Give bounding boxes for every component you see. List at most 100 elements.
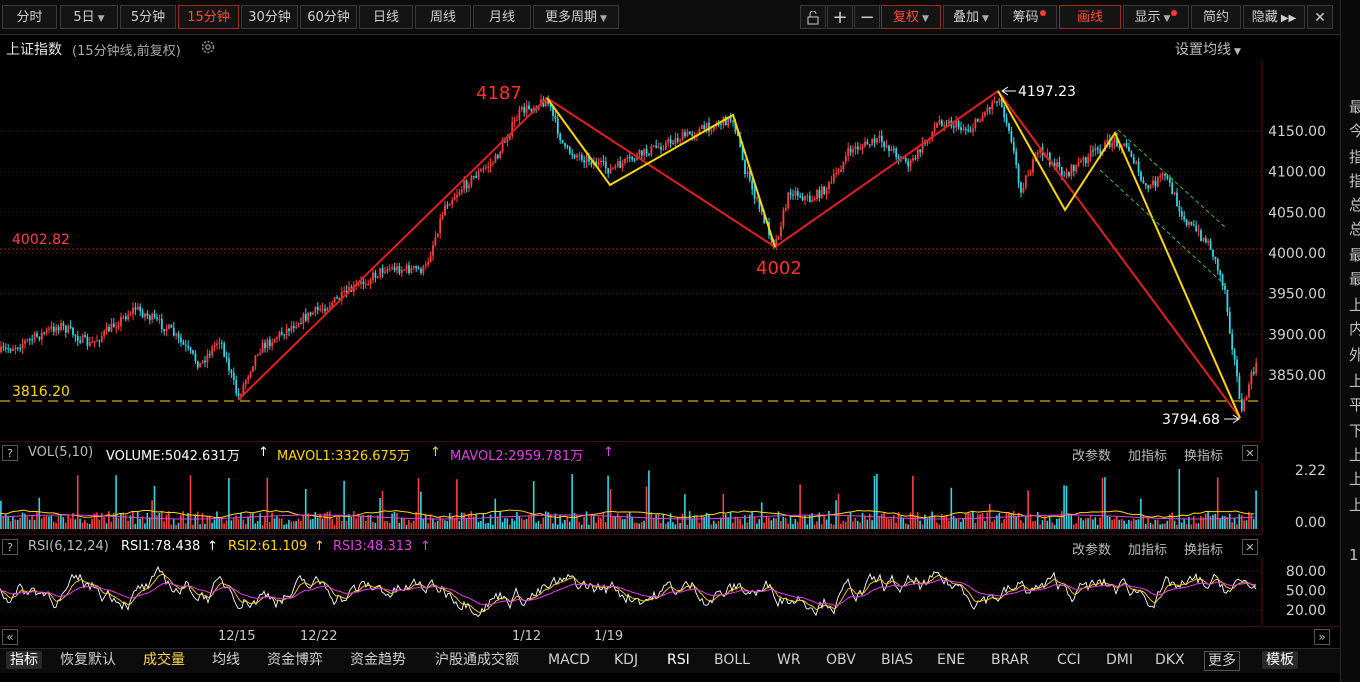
indicator-tab[interactable]: CCI xyxy=(1057,652,1081,668)
chouma-button[interactable]: 筹码 xyxy=(1001,5,1057,29)
indicator-tab[interactable]: WR xyxy=(777,652,801,668)
volume-bar xyxy=(220,517,223,529)
period-tab[interactable]: 60分钟 xyxy=(300,5,357,29)
volume-bar xyxy=(506,518,509,529)
period-tab[interactable]: 5日 ▼ xyxy=(60,5,118,29)
rsi3-value: RSI3:48.313 xyxy=(333,539,413,554)
volume-bar xyxy=(292,521,295,529)
set-ma-label: 设置均线 xyxy=(1175,42,1231,58)
zoom-in-button[interactable]: + xyxy=(827,5,853,29)
candle-body xyxy=(1116,137,1118,147)
volume-bar xyxy=(38,497,41,529)
candle-body xyxy=(26,339,29,341)
indicator-tab[interactable]: 均线 xyxy=(212,652,240,668)
switch-indicator-button[interactable]: 换指标 xyxy=(1184,543,1224,558)
volume-bar xyxy=(40,518,43,529)
period-tab-label: 更多周期 xyxy=(545,10,598,25)
volume-bar xyxy=(276,516,278,529)
jianyue-button[interactable]: 简约 xyxy=(1191,5,1241,29)
volume-bar xyxy=(60,513,62,529)
scroll-right-icon[interactable]: » xyxy=(1314,629,1330,645)
volume-bar xyxy=(868,513,871,529)
indicator-tab[interactable]: 资金博弈 xyxy=(267,652,323,668)
candle-body xyxy=(552,107,554,117)
period-tab[interactable]: 5分钟 xyxy=(120,5,176,29)
volume-bar xyxy=(1252,519,1255,529)
channel-line xyxy=(1099,169,1227,287)
volume-bar xyxy=(496,516,499,529)
indicator-tab[interactable]: DMI xyxy=(1106,652,1133,668)
candle-body xyxy=(1089,150,1092,158)
indicator-tab[interactable]: BIAS xyxy=(881,652,914,668)
indicator-tab[interactable]: 模板 xyxy=(1262,651,1298,669)
indicator-tab[interactable]: BRAR xyxy=(991,652,1030,668)
volume-bar xyxy=(372,522,374,529)
change-params-button[interactable]: 改参数 xyxy=(1072,449,1112,464)
set-ma-button[interactable]: 设置均线 ▼ xyxy=(1175,39,1241,59)
volume-bar xyxy=(861,512,864,529)
volume-bar xyxy=(1183,519,1185,529)
volume-bar xyxy=(103,516,105,529)
indicator-tab[interactable]: 恢复默认 xyxy=(60,652,116,668)
period-tab[interactable]: 分时 xyxy=(2,5,57,29)
change-params-button[interactable]: 改参数 xyxy=(1072,543,1112,558)
close-icon[interactable]: ✕ xyxy=(1242,445,1258,461)
period-tab[interactable]: 日线 xyxy=(359,5,413,29)
fuquan-dropdown[interactable]: 复权 ▼ xyxy=(881,5,941,29)
huaxian-button[interactable]: 画线 xyxy=(1059,5,1121,29)
candle-body xyxy=(640,150,643,156)
volume-bar xyxy=(1003,519,1005,529)
diejia-dropdown[interactable]: 叠加 ▼ xyxy=(943,5,999,29)
indicator-tab[interactable]: BOLL xyxy=(714,652,750,668)
indicator-tab[interactable]: 更多 xyxy=(1204,651,1240,671)
period-tab[interactable]: 30分钟 xyxy=(241,5,298,29)
candle-body xyxy=(945,125,948,127)
add-indicator-button[interactable]: 加指标 xyxy=(1128,449,1168,464)
indicator-tab[interactable]: DKX xyxy=(1155,652,1185,668)
unlock-icon[interactable] xyxy=(800,5,826,29)
volume-bar xyxy=(345,520,348,529)
price-axis-label: 3900.00 xyxy=(1268,327,1326,343)
gear-icon[interactable] xyxy=(199,38,217,56)
candle-body xyxy=(1087,157,1090,164)
close-icon[interactable]: ✕ xyxy=(1307,5,1333,29)
indicator-tab[interactable]: MACD xyxy=(548,652,590,668)
indicator-tab[interactable]: 沪股通成交额 xyxy=(435,652,519,668)
volume-bar xyxy=(338,514,341,529)
candle-body xyxy=(1154,180,1157,187)
add-indicator-button[interactable]: 加指标 xyxy=(1128,543,1168,558)
volume-chart[interactable]: 2.22 0.00 xyxy=(0,463,1340,533)
switch-indicator-button[interactable]: 换指标 xyxy=(1184,449,1224,464)
indicator-tab[interactable]: RSI xyxy=(667,652,690,668)
rsi-chart[interactable]: 80.00 50.00 20.00 xyxy=(0,557,1340,625)
xianshi-dropdown[interactable]: 显示 ▼ xyxy=(1123,5,1189,29)
volume-bar xyxy=(132,511,134,529)
candle-body xyxy=(60,323,62,331)
period-tab[interactable]: 周线 xyxy=(415,5,471,29)
period-tab[interactable]: 月线 xyxy=(473,5,531,29)
indicator-tab[interactable]: ENE xyxy=(937,652,966,668)
help-icon[interactable]: ? xyxy=(2,445,18,461)
kline-chart[interactable]: 4150.00 4100.00 4050.00 4000.00 3950.00 3900.… xyxy=(0,60,1340,440)
zoom-out-button[interactable]: − xyxy=(854,5,880,29)
period-tab[interactable]: 15分钟 xyxy=(178,5,239,29)
volume-bar xyxy=(396,513,398,529)
indicator-tab[interactable]: 资金趋势 xyxy=(350,652,406,668)
indicator-tab[interactable]: 指标 xyxy=(6,651,42,669)
candle-body xyxy=(69,326,72,328)
help-icon[interactable]: ? xyxy=(2,539,18,555)
volume-bar xyxy=(794,518,797,529)
close-icon[interactable]: ✕ xyxy=(1242,539,1258,555)
candle-body xyxy=(67,326,70,333)
indicator-tab[interactable]: 成交量 xyxy=(143,652,185,668)
candle-body xyxy=(1135,161,1138,164)
scroll-left-icon[interactable]: « xyxy=(2,629,18,645)
indicator-tab[interactable]: OBV xyxy=(826,652,856,668)
right-strip-char: 上 xyxy=(1349,372,1360,390)
yincang-button[interactable]: 隐藏 ▶▶ xyxy=(1243,5,1305,29)
indicator-tab[interactable]: KDJ xyxy=(614,652,639,668)
period-tab[interactable]: 更多周期 ▼ xyxy=(533,5,619,29)
volume-bar xyxy=(172,519,175,529)
volume-bar xyxy=(955,518,957,529)
volume-bar xyxy=(1231,522,1233,529)
